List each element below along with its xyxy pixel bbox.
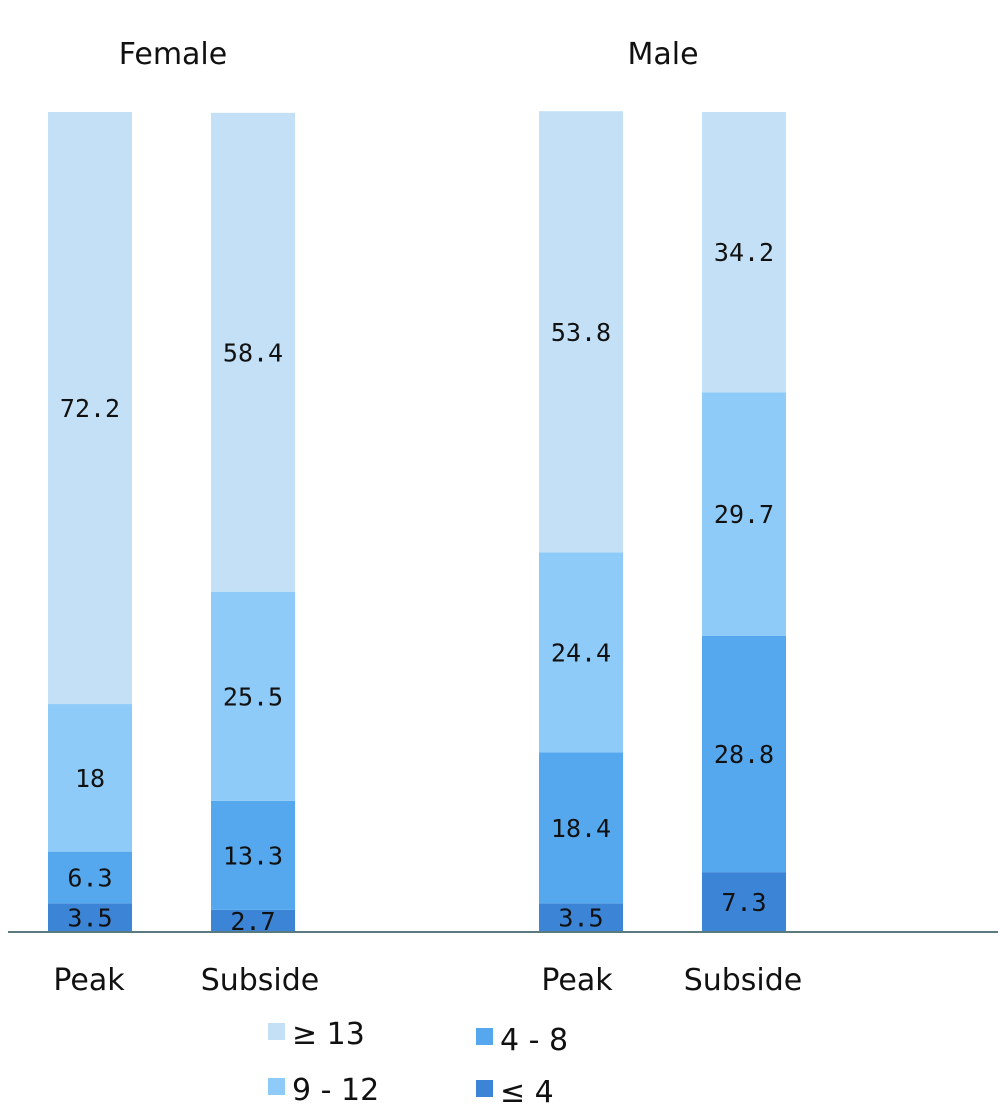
data-label-female-subside-s3: 58.4: [223, 338, 283, 367]
legend-swatch: [268, 1078, 285, 1095]
legend-swatch: [268, 1023, 285, 1040]
panel-title-male: Male: [627, 37, 698, 72]
bars-layer: [48, 111, 786, 932]
bar-segment-female-peak-s3: [48, 112, 132, 705]
data-label-male-subside-s2: 29.7: [714, 500, 774, 529]
legend-label: 4 - 8: [500, 1023, 568, 1058]
bar-segment-female-peak-s2: [48, 704, 132, 852]
data-label-female-peak-s2: 18: [75, 764, 105, 793]
data-label-male-subside-s3: 34.2: [714, 238, 774, 267]
bar-segment-female-subside-s0: [211, 909, 295, 932]
data-label-male-peak-s2: 24.4: [551, 638, 611, 667]
bar-segment-male-subside-s3: [702, 112, 786, 393]
data-label-female-subside-s1: 13.3: [223, 841, 283, 870]
x-tick-label-male-peak: Peak: [541, 963, 613, 998]
x-tick-label-female-subside: Subside: [201, 963, 320, 998]
bar-segment-male-subside-s2: [702, 392, 786, 636]
data-label-female-subside-s2: 25.5: [223, 682, 283, 711]
bar-segment-female-subside-s3: [211, 112, 295, 592]
legend-swatch: [476, 1028, 493, 1045]
data-label-male-subside-s1: 28.8: [714, 740, 774, 769]
legend-swatch: [476, 1080, 493, 1097]
panel-title-female: Female: [119, 37, 227, 72]
legend-label: ≤ 4: [500, 1075, 554, 1110]
bar-segment-male-peak-s2: [539, 552, 623, 753]
bar-segment-female-subside-s2: [211, 591, 295, 801]
bar-segment-male-subside-s1: [702, 635, 786, 873]
data-label-male-peak-s1: 18.4: [551, 814, 611, 843]
bar-segment-female-peak-s1: [48, 851, 132, 904]
bar-segment-female-subside-s1: [211, 800, 295, 910]
legend-label: ≥ 13: [292, 1017, 365, 1052]
data-label-female-peak-s1: 6.3: [67, 863, 112, 892]
data-label-male-subside-s0: 7.3: [721, 888, 766, 917]
bar-segment-male-subside-s0: [702, 872, 786, 932]
bar-segment-male-peak-s3: [539, 111, 623, 553]
data-label-male-peak-s3: 53.8: [551, 318, 611, 347]
x-tick-label-male-subside: Subside: [684, 963, 803, 998]
bar-segment-female-peak-s0: [48, 903, 132, 932]
data-label-female-peak-s0: 3.5: [67, 904, 112, 933]
legend: ≥ 13 4 - 8 9 - 12 ≤ 4: [268, 1017, 568, 1110]
legend-label: 9 - 12: [292, 1073, 379, 1108]
data-label-male-peak-s0: 3.5: [558, 904, 603, 933]
x-tick-label-female-peak: Peak: [53, 963, 125, 998]
data-labels-layer: 3.56.31872.22.713.325.558.43.518.424.453…: [60, 238, 774, 936]
bar-segment-male-peak-s1: [539, 752, 623, 904]
data-label-female-peak-s3: 72.2: [60, 394, 120, 423]
bar-segment-male-peak-s0: [539, 903, 623, 932]
